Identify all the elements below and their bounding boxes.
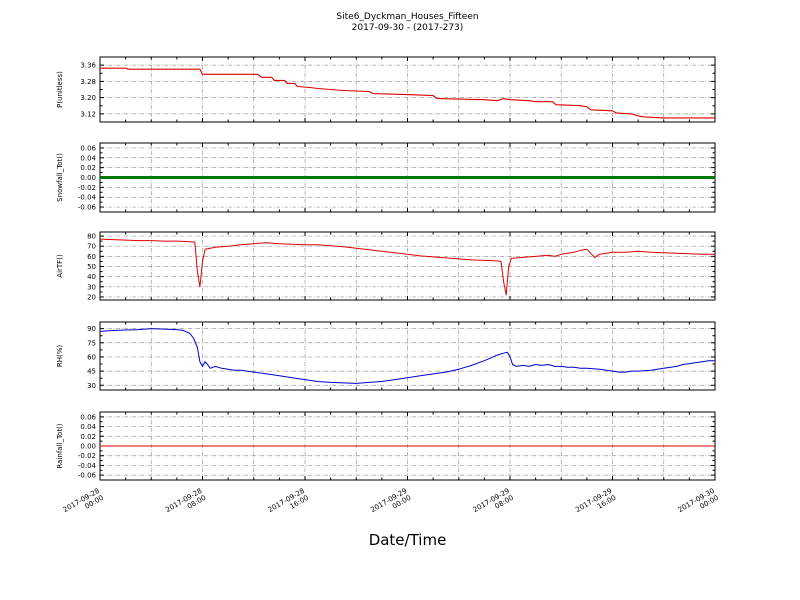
x-tick-label: 2017-09-2816:00 [267,487,310,521]
y-tick-label: -0.04 [78,462,97,470]
y-tick-label: 0.00 [80,443,96,451]
y-axis-label: P(unitless) [56,71,64,108]
y-tick-label: 20 [87,293,96,301]
panel-0: 3.12 3.20 3.28 3.36 P(unitless) [56,56,716,123]
panel-1: -0.06 -0.04 -0.02 0.00 0.02 0.04 0.06 Snowfall_… [56,142,716,213]
y-tick-label: 60 [87,353,96,361]
y-tick-label: -0.02 [78,184,96,192]
chart-title: Site6_Dyckman_Houses_Fifteen [336,12,479,22]
y-tick-label: 0.06 [80,144,96,152]
x-tick-label: 2017-09-2900:00 [369,487,412,521]
y-tick-label: 75 [87,339,96,347]
y-tick-label: 0.04 [80,154,96,162]
x-tick-label: 2017-09-2800:00 [62,487,105,521]
y-tick-label: 50 [87,263,96,271]
y-tick-label: -0.06 [78,204,97,212]
y-tick-label: 30 [87,382,96,390]
y-tick-label: 0.00 [80,174,96,182]
y-tick-label: 70 [87,243,96,251]
y-axis-label: RH(%) [56,345,64,368]
y-tick-label: 0.02 [80,164,96,172]
y-tick-label: 3.36 [80,62,96,70]
panel-3: 30 45 60 75 90 RH(%) [56,321,716,391]
y-tick-label: -0.02 [78,452,96,460]
y-tick-label: -0.04 [78,194,97,202]
panel-2: 20 30 40 50 60 70 80 AirTF() [56,231,716,301]
y-tick-label: 0.06 [80,413,96,421]
series-line [100,67,715,119]
y-tick-label: 90 [87,325,96,333]
y-tick-label: 0.02 [80,433,96,441]
y-tick-label: -0.06 [78,472,97,480]
chart-subtitle: 2017-09-30 - (2017-273) [351,23,464,33]
series-line [99,238,715,296]
y-tick-label: 3.20 [80,94,96,102]
x-axis-title: Date/Time [368,531,447,549]
x-tick-label: 2017-09-2808:00 [164,487,207,521]
y-tick-label: 3.28 [80,78,96,86]
panel-4: -0.06 -0.04 -0.020.00 0.02 0.04 0.06 Rainfall_… [56,411,716,481]
y-axis-label: Snowfall_Tot() [56,153,64,202]
y-tick-label: 45 [87,368,96,376]
y-axis-label: Rainfall_Tot() [56,423,64,468]
x-tick-label: 2017-09-2908:00 [472,487,515,521]
y-tick-label: 40 [87,273,96,281]
y-tick-label: 60 [87,253,96,261]
series-line [99,328,715,384]
y-tick-label: 0.04 [80,423,96,431]
y-tick-label: 30 [87,283,96,291]
y-tick-label: 80 [87,233,96,241]
y-tick-label: 3.12 [80,110,96,118]
x-tick-label: 2017-09-3000:00 [677,487,720,521]
y-axis-label: AirTF() [56,254,64,278]
x-tick-label: 2017-09-2916:00 [574,487,617,521]
